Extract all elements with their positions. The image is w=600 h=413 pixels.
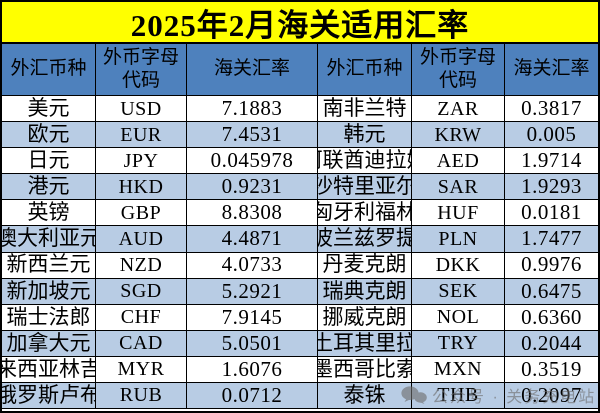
column-header-rate-right: 海关汇率 — [505, 44, 598, 96]
currency-name-cell: 澳大利亚元 — [2, 226, 96, 253]
page-title: 2025年2月海关适用汇率 — [2, 2, 598, 44]
currency-name-cell: 丹麦克朗 — [318, 252, 412, 279]
column-header-rate-left: 海关汇率 — [187, 44, 318, 96]
currency-code-cell: MXN — [412, 356, 505, 383]
currency-code-cell: HKD — [96, 174, 187, 201]
customs-rate-cell: 5.2921 — [187, 278, 318, 305]
currency-code-cell: JPY — [96, 148, 187, 175]
customs-rate-cell: 1.9714 — [505, 148, 598, 175]
currency-name-cell: 俄罗斯卢布 — [2, 382, 96, 409]
currency-code-cell: MYR — [96, 356, 187, 383]
currency-code-cell: EUR — [96, 122, 187, 149]
currency-code-cell: AED — [412, 148, 505, 175]
currency-name-cell: 沙特里亚尔 — [318, 174, 412, 201]
currency-name-cell: 新西兰元 — [2, 252, 96, 279]
column-header-currency-left: 外汇币种 — [2, 44, 96, 96]
currency-code-cell: CHF — [96, 304, 187, 331]
currency-code-cell: SEK — [412, 278, 505, 305]
customs-rate-cell: 0.2097 — [505, 382, 598, 409]
currency-code-cell: SAR — [412, 174, 505, 201]
customs-rate-cell: 7.9145 — [187, 304, 318, 331]
customs-rate-cell: 0.9231 — [187, 174, 318, 201]
currency-code-cell: DKK — [412, 252, 505, 279]
currency-code-cell: ZAR — [412, 96, 505, 123]
customs-rate-cell: 0.3817 — [505, 96, 598, 123]
currency-name-cell: 加拿大元 — [2, 330, 96, 357]
currency-name-cell: 港元 — [2, 174, 96, 201]
customs-rate-cell: 0.005 — [505, 122, 598, 149]
customs-rate-cell: 1.6076 — [187, 356, 318, 383]
currency-code-cell: USD — [96, 96, 187, 123]
customs-rate-cell: 4.0733 — [187, 252, 318, 279]
currency-code-cell: NOL — [412, 304, 505, 331]
column-header-currency-right: 外汇币种 — [318, 44, 412, 96]
customs-rate-cell: 0.2044 — [505, 330, 598, 357]
currency-name-cell: 新加坡元 — [2, 278, 96, 305]
currency-code-cell: TRY — [412, 330, 505, 357]
customs-rate-cell: 0.6475 — [505, 278, 598, 305]
customs-rate-cell: 8.8308 — [187, 200, 318, 227]
customs-rate-cell: 5.0501 — [187, 330, 318, 357]
currency-code-cell: PLN — [412, 226, 505, 253]
currency-name-cell: 挪威克朗 — [318, 304, 412, 331]
customs-rate-cell: 1.9293 — [505, 174, 598, 201]
currency-name-cell: 南非兰特 — [318, 96, 412, 123]
customs-rate-cell: 1.7477 — [505, 226, 598, 253]
currency-name-cell: 英镑 — [2, 200, 96, 227]
currency-name-cell: 阿联酋迪拉姆 — [318, 148, 412, 175]
customs-rate-cell: 0.3519 — [505, 356, 598, 383]
exchange-rate-table: 外汇币种 外币字母代码 海关汇率 外汇币种 外币字母代码 海关汇率 美元 USD… — [2, 44, 598, 409]
customs-rate-cell: 0.0181 — [505, 200, 598, 227]
customs-rate-cell: 0.6360 — [505, 304, 598, 331]
currency-name-cell: 美元 — [2, 96, 96, 123]
customs-rate-cell: 0.045978 — [187, 148, 318, 175]
currency-code-cell: HUF — [412, 200, 505, 227]
currency-name-cell: 波兰兹罗提 — [318, 226, 412, 253]
currency-name-cell: 瑞士法郎 — [2, 304, 96, 331]
currency-code-cell: AUD — [96, 226, 187, 253]
currency-name-cell: 日元 — [2, 148, 96, 175]
currency-name-cell: 土耳其里拉 — [318, 330, 412, 357]
customs-rate-cell: 0.9976 — [505, 252, 598, 279]
currency-name-cell: 匈牙利福林 — [318, 200, 412, 227]
column-header-code-left: 外币字母代码 — [96, 44, 187, 96]
customs-rate-cell: 7.4531 — [187, 122, 318, 149]
customs-rate-cell: 7.1883 — [187, 96, 318, 123]
currency-code-cell: NZD — [96, 252, 187, 279]
currency-code-cell: KRW — [412, 122, 505, 149]
customs-rate-cell: 0.0712 — [187, 382, 318, 409]
currency-name-cell: 韩元 — [318, 122, 412, 149]
currency-code-cell: CAD — [96, 330, 187, 357]
currency-code-cell: RUB — [96, 382, 187, 409]
currency-code-cell: GBP — [96, 200, 187, 227]
currency-name-cell: 欧元 — [2, 122, 96, 149]
currency-code-cell: THB — [412, 382, 505, 409]
currency-name-cell: 泰铢 — [318, 382, 412, 409]
currency-name-cell: 瑞典克朗 — [318, 278, 412, 305]
column-header-code-right: 外币字母代码 — [412, 44, 505, 96]
currency-code-cell: SGD — [96, 278, 187, 305]
customs-rate-cell: 4.4871 — [187, 226, 318, 253]
currency-name-cell: 墨西哥比索 — [318, 356, 412, 383]
currency-name-cell: 马来西亚林吉特 — [2, 356, 96, 383]
